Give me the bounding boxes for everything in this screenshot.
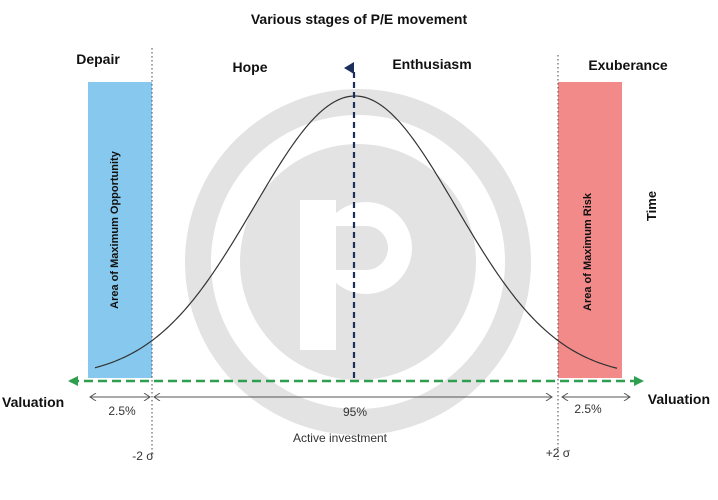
bell-curve (94, 95, 618, 369)
stage-exuberance: Exuberance (588, 57, 668, 73)
max-opportunity-zone (88, 82, 152, 378)
center-pct: 95% (343, 405, 367, 419)
time-axis-label: Time (644, 191, 659, 221)
page-title: Various stages of P/E movement (251, 11, 468, 27)
valuation-label-right: Valuation (648, 391, 710, 407)
watermark-logo-icon (185, 89, 531, 435)
minus-two-sigma-label: -2 σ (132, 449, 154, 463)
active-investment-caption: Active investment (293, 431, 388, 445)
left-tail-pct: 2.5% (108, 404, 136, 418)
max-risk-label: Area of Maximum Risk (582, 192, 594, 311)
stage-depair: Depair (76, 51, 120, 67)
stage-hope: Hope (233, 59, 268, 75)
max-risk-zone (558, 82, 622, 378)
max-opportunity-label: Area of Maximum Opportunity (109, 150, 121, 309)
plus-two-sigma-label: +2 σ (546, 446, 571, 460)
stage-enthusiasm: Enthusiasm (392, 56, 471, 72)
valuation-label-left: Valuation (2, 394, 64, 410)
right-tail-pct: 2.5% (574, 402, 602, 416)
